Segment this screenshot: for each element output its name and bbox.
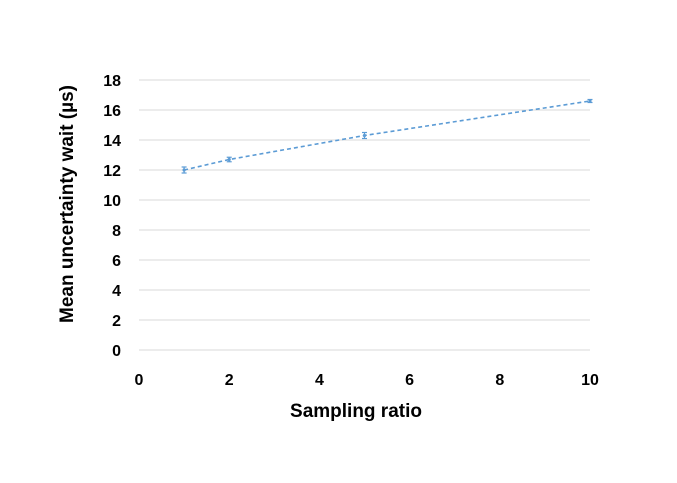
y-tick-label: 10 bbox=[103, 193, 121, 210]
y-tick-label: 16 bbox=[103, 103, 121, 120]
x-tick-label: 10 bbox=[581, 372, 599, 389]
data-point bbox=[588, 99, 592, 103]
y-tick-label: 8 bbox=[112, 223, 121, 240]
x-tick-label: 2 bbox=[225, 372, 234, 389]
y-tick-label: 6 bbox=[112, 253, 121, 270]
y-tick-label: 2 bbox=[112, 313, 121, 330]
data-point bbox=[362, 133, 367, 138]
gridlines bbox=[139, 79, 590, 351]
x-tick-label: 0 bbox=[135, 372, 144, 389]
x-tick-labels: 0 2 4 6 8 10 bbox=[135, 372, 599, 389]
series-line-0 bbox=[183, 100, 591, 171]
x-axis-title: Sampling ratio bbox=[290, 401, 422, 422]
y-tick-label: 18 bbox=[103, 73, 121, 90]
data-point bbox=[182, 168, 186, 172]
y-axis-title: Mean uncertainty wait (µs) bbox=[57, 85, 78, 323]
x-tick-label: 8 bbox=[495, 372, 504, 389]
y-tick-label: 14 bbox=[103, 133, 121, 150]
y-tick-label: 12 bbox=[103, 163, 121, 180]
y-tick-label: 0 bbox=[112, 343, 121, 360]
series-layer bbox=[181, 98, 593, 174]
x-tick-label: 4 bbox=[315, 372, 324, 389]
y-tick-labels: 0 2 4 6 8 10 12 14 16 18 bbox=[103, 73, 121, 360]
x-tick-label: 6 bbox=[405, 372, 414, 389]
y-tick-label: 4 bbox=[112, 283, 121, 300]
data-point bbox=[227, 157, 231, 162]
